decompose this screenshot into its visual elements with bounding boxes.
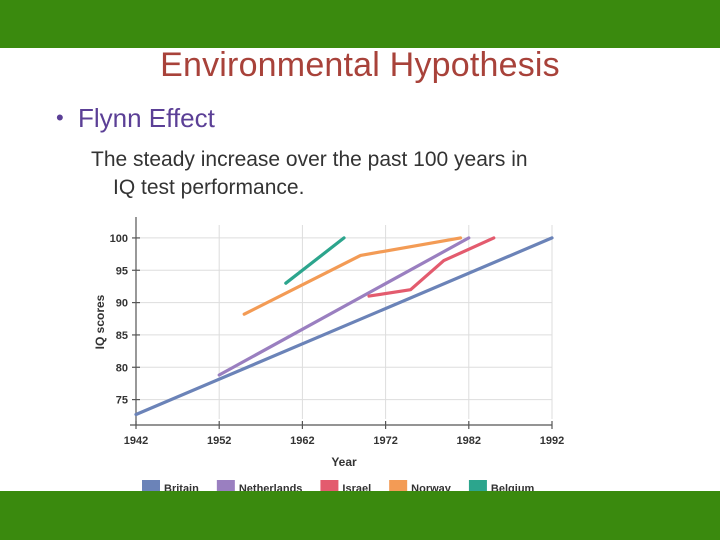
y-tick-label: 80 [116, 362, 128, 374]
y-tick-label: 90 [116, 298, 128, 310]
top-banner [0, 0, 720, 48]
y-tick-label: 95 [116, 265, 128, 277]
body-line-2: IQ test performance. [113, 176, 305, 199]
y-tick-label: 85 [116, 330, 128, 342]
body-line-1: The steady increase over the past 100 ye… [91, 148, 528, 171]
x-tick-label: 1992 [540, 435, 564, 447]
y-tick-label: 100 [110, 233, 128, 245]
x-tick-label: 1972 [373, 435, 397, 447]
x-tick-label: 1982 [457, 435, 481, 447]
bullet-text: Flynn Effect [78, 103, 215, 133]
series-line-britain [134, 236, 554, 417]
bullet-dot-icon: • [56, 105, 64, 130]
y-tick-label: 75 [116, 395, 128, 407]
series-line-netherlands [217, 236, 471, 377]
series-line-belgium [284, 236, 346, 285]
bullet-item: • Flynn Effect [56, 103, 215, 134]
x-tick-label: 1962 [290, 435, 314, 447]
iq-chart: 75 80 85 90 95 100 1942 1952 1962 1972 1982 1992 Yea… [93, 217, 564, 496]
body-text: The steady increase over the past 100 ye… [91, 146, 671, 202]
series-line-israel [367, 236, 496, 298]
series-line-norway [242, 236, 463, 316]
bottom-banner [0, 491, 720, 540]
x-axis-title: Year [331, 455, 357, 469]
slide-title: Environmental Hypothesis [160, 46, 560, 84]
y-axis-title: IQ scores [93, 294, 107, 349]
x-tick-label: 1942 [124, 435, 148, 447]
x-tick-label: 1952 [207, 435, 231, 447]
